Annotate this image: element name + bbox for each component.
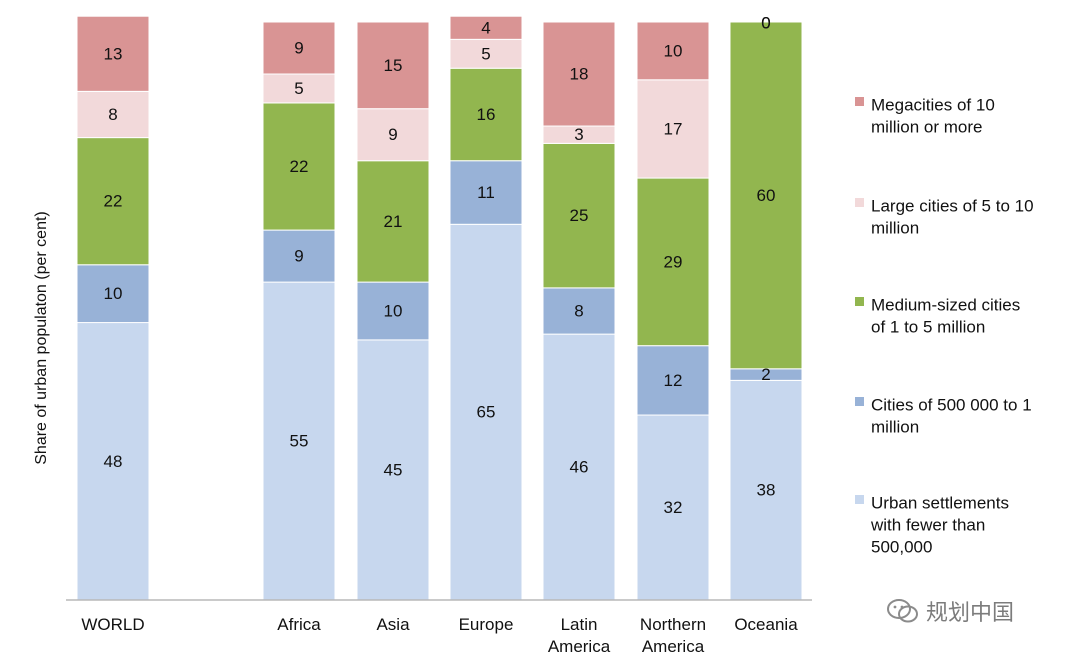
data-label-europe-series-4: 4 — [481, 18, 490, 37]
data-label-asia-series-2: 21 — [384, 212, 403, 231]
legend: Megacities of 10 million or more Large cit… — [855, 96, 1034, 557]
data-label-latin-america-series-3: 3 — [574, 125, 583, 144]
bar-segment-africa-series-0 — [262, 281, 336, 601]
category-label-latin-america: Latin America — [548, 615, 611, 656]
bars-group — [76, 15, 803, 601]
data-label-northern-america-series-1: 12 — [664, 371, 683, 390]
category-label-oceania: Oceania — [734, 615, 798, 634]
bar-segment-oceania-series-2 — [729, 21, 803, 370]
bar-segment-africa-series-4 — [262, 21, 336, 75]
data-label-world-series-1: 10 — [104, 284, 123, 303]
data-label-oceania-series-3: 0 — [761, 14, 770, 33]
category-label-africa: Africa — [277, 615, 321, 634]
watermark: 规划中国 — [886, 594, 1014, 628]
data-label-oceania-series-2: 60 — [757, 186, 776, 205]
data-label-latin-america-series-0: 46 — [570, 458, 589, 477]
wechat-icon — [887, 599, 918, 623]
bar-segment-asia-series-1 — [356, 281, 430, 341]
bar-segment-northern-america-series-2 — [636, 177, 710, 347]
legend-label-series-0: Urban settlements with fewer than 500,000 — [870, 494, 1009, 557]
legend-swatch-series-2 — [855, 297, 864, 306]
bar-segment-europe-series-3 — [449, 38, 523, 69]
bar-segment-africa-series-2 — [262, 102, 336, 231]
data-label-africa-series-3: 5 — [294, 79, 303, 98]
data-label-asia-series-0: 45 — [384, 460, 403, 479]
data-label-world-series-3: 8 — [108, 105, 117, 124]
bar-segment-northern-america-series-4 — [636, 21, 710, 81]
data-label-asia-series-3: 9 — [388, 125, 397, 144]
bar-segment-world-series-4 — [76, 15, 150, 92]
data-label-latin-america-series-2: 25 — [570, 206, 589, 225]
bar-segment-asia-series-4 — [356, 21, 430, 110]
bar-segment-world-series-1 — [76, 264, 150, 324]
data-label-africa-series-0: 55 — [290, 432, 309, 451]
category-label-europe: Europe — [459, 615, 514, 634]
bar-segment-world-series-0 — [76, 322, 150, 601]
bar-segment-africa-series-3 — [262, 73, 336, 104]
legend-label-series-1: Cities of 500 000 to 1 million — [871, 396, 1032, 437]
data-label-world-series-0: 48 — [104, 452, 123, 471]
legend-swatch-series-3 — [855, 198, 864, 207]
bar-segment-latin-america-series-2 — [542, 142, 616, 289]
data-label-world-series-2: 22 — [104, 192, 123, 211]
bar-segment-northern-america-series-1 — [636, 345, 710, 416]
segment-labels-group: 48 10 22 8 13 55 9 22 5 9 45 10 21 9 15 65 11 16 5 4 46 8 25 3 1… — [104, 14, 776, 518]
data-label-africa-series-2: 22 — [290, 157, 309, 176]
category-label-asia: Asia — [376, 615, 410, 634]
data-label-asia-series-1: 10 — [384, 302, 403, 321]
data-label-africa-series-4: 9 — [294, 39, 303, 58]
legend-swatch-series-0 — [855, 495, 864, 504]
data-label-world-series-4: 13 — [104, 44, 123, 63]
legend-swatch-series-4 — [855, 97, 864, 106]
bar-segment-africa-series-1 — [262, 229, 336, 283]
data-label-northern-america-series-3: 17 — [664, 119, 683, 138]
legend-swatch-series-1 — [855, 397, 864, 406]
category-label-northern-america: Northern America — [640, 615, 706, 656]
data-label-northern-america-series-4: 10 — [664, 41, 683, 60]
category-label-world: WORLD — [81, 615, 144, 634]
data-label-europe-series-3: 5 — [481, 44, 490, 63]
data-label-latin-america-series-1: 8 — [574, 302, 583, 321]
watermark-text: 规划中国 — [926, 601, 1015, 626]
bar-segment-europe-series-2 — [449, 67, 523, 162]
bar-segment-europe-series-4 — [449, 15, 523, 40]
data-label-oceania-series-0: 38 — [757, 481, 776, 500]
bar-segment-latin-america-series-0 — [542, 333, 616, 601]
bar-segment-asia-series-0 — [356, 339, 430, 601]
bar-segment-europe-series-0 — [449, 223, 523, 601]
y-axis-title: Share of urban populaton (per cent) — [33, 211, 50, 465]
data-label-oceania-series-1: 2 — [761, 365, 770, 384]
legend-label-series-3: Large cities of 5 to 10 million — [871, 197, 1034, 238]
bar-segment-world-series-3 — [76, 90, 150, 139]
data-label-africa-series-1: 9 — [294, 247, 303, 266]
data-label-northern-america-series-2: 29 — [664, 252, 683, 271]
data-label-latin-america-series-4: 18 — [570, 65, 589, 84]
legend-label-series-2: Medium-sized cities of 1 to 5 million — [871, 296, 1020, 337]
data-label-europe-series-1: 11 — [477, 183, 495, 202]
data-label-asia-series-4: 15 — [384, 56, 403, 75]
category-labels-group: WORLD Africa Asia Europe Latin America Norther… — [81, 615, 798, 656]
legend-label-series-4: Megacities of 10 million or more — [871, 96, 995, 137]
bar-segment-europe-series-1 — [449, 160, 523, 225]
data-label-europe-series-2: 16 — [477, 105, 496, 124]
bar-segment-latin-america-series-4 — [542, 21, 616, 127]
data-label-oceania-series-4: 0 — [761, 14, 770, 33]
data-label-europe-series-0: 65 — [477, 403, 496, 422]
bar-segment-asia-series-2 — [356, 160, 430, 283]
data-label-northern-america-series-0: 32 — [664, 498, 683, 517]
